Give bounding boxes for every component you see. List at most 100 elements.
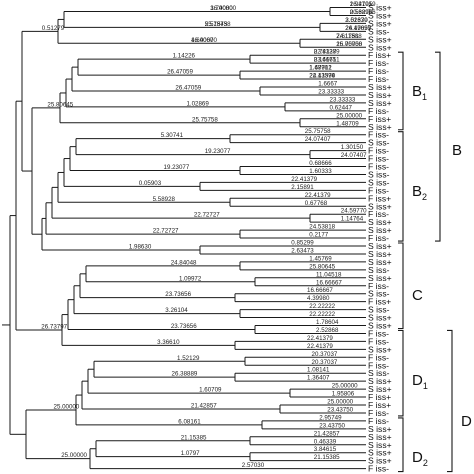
bracket-b [435, 51, 441, 242]
tip-label: F iss+ [368, 193, 391, 203]
tip-label: S iss+ [368, 456, 392, 466]
branch-length-label: 22.72727 [153, 228, 179, 235]
branch-length-label: 1.30150 [341, 144, 364, 151]
branch-length-label: 0.62447 [330, 104, 353, 111]
branch-length-label: 0.51279 [42, 25, 65, 32]
tip-label: S iss+ [368, 98, 392, 108]
branch-length-label: 25.75758 [305, 128, 331, 135]
branch-length-label: 20.68966 [350, 9, 376, 16]
tip-label: F iss- [368, 209, 389, 219]
branch-length-label: 26.38889 [172, 371, 198, 378]
branch-length-label: 24.84048 [171, 259, 197, 266]
branch-length-label: 24.07407 [341, 152, 367, 159]
branch-length-label: 22.41379 [309, 73, 335, 80]
branch-length-label: 1.45769 [309, 255, 332, 262]
branch-length-label: 26.73797 [41, 323, 67, 330]
branch-length-label: 23.73656 [165, 291, 191, 298]
branch-length-label: 23.61751 [314, 57, 340, 64]
tip-label: S iss+ [368, 3, 392, 13]
tip-label: S iss+ [368, 201, 392, 211]
tip-label: F iss+ [368, 50, 391, 60]
branch-length-label: 19.23077 [164, 164, 190, 171]
branch-length-label: 25.00000 [54, 403, 80, 410]
branch-length-label: 26.47059 [175, 84, 201, 91]
tip-label: S iss+ [368, 42, 392, 52]
bracket-d [447, 329, 453, 473]
branch-length-label: 22.41379 [305, 192, 331, 199]
branch-length-label: 11.04518 [316, 271, 342, 278]
tip-label: S iss- [368, 177, 390, 187]
branch-length-label: 2.95749 [319, 414, 342, 421]
branch-length-label: 1.68701 [309, 65, 332, 72]
tip-label: S iss+ [368, 225, 392, 235]
tip-label: S iss+ [368, 448, 392, 458]
branch-length-label: 24.19697 [345, 25, 371, 32]
branch-length-label: 1.14764 [341, 216, 364, 223]
branch-length-label: 1.02869 [186, 100, 209, 107]
branch-length-label: 24.13594 [309, 73, 335, 80]
branch-length-label: 1.78604 [316, 319, 339, 326]
branch-length-label: 4.39980 [307, 295, 330, 302]
branch-length-label: 24.59770 [341, 208, 367, 215]
branch-length-label: 0.85299 [291, 240, 314, 247]
cluster-label-b1: B1 [412, 83, 427, 102]
tip-label: S iss+ [368, 376, 392, 386]
tip-label: S iss- [368, 138, 390, 148]
tip-label: S iss- [368, 26, 390, 36]
cluster-label-d: D [461, 413, 472, 430]
cluster-label-d2: D2 [412, 449, 428, 468]
tip-label: S iss+ [368, 249, 392, 259]
tip-label: F iss- [368, 58, 389, 68]
branch-length-label: 25.00000 [327, 399, 353, 406]
branch-length-label: 2.63473 [291, 247, 314, 254]
branch-length-label: 1.47912 [309, 65, 332, 72]
bracket-b2 [398, 131, 404, 242]
tip-label: S iss- [368, 305, 390, 315]
branch-length-label: 22.22222 [309, 311, 335, 318]
tip-label: S iss+ [368, 440, 392, 450]
tip-label: S iss- [368, 265, 390, 275]
branch-length-label: 3.84615 [314, 446, 337, 453]
branch-length-label: 25.75758 [192, 116, 218, 123]
branch-length-label: 3.74080 [210, 5, 233, 12]
tip-label: F iss- [368, 408, 389, 418]
branch-length-label: 22.41379 [314, 49, 340, 56]
branch-length-label: 16.00000 [191, 37, 217, 44]
branch-length-label: 7.61751 [336, 33, 359, 40]
branch-length-label: 23.43750 [327, 406, 353, 413]
tip-label: S iss- [368, 368, 390, 378]
tip-label: S iss+ [368, 273, 392, 283]
branch-length-label: 21.15385 [181, 434, 207, 441]
branch-length-label: 25.80645 [309, 263, 335, 270]
cluster-brackets [398, 51, 453, 473]
tip-label: S iss+ [368, 432, 392, 442]
tip-label: S iss+ [368, 18, 392, 28]
branch-length-label: 24.07407 [305, 136, 331, 143]
bracket-d2 [398, 417, 404, 473]
branch-length-label: 1.14226 [173, 53, 196, 60]
branch-length-label: 23.33333 [318, 88, 344, 95]
branch-length-label: 25.00000 [61, 452, 87, 459]
tip-label: S iss+ [368, 344, 392, 354]
branch-length-label: 20.37037 [312, 351, 338, 358]
cluster-labels: B1 B B2 C D1 D D2 [412, 83, 472, 468]
branch-length-label: 26.47059 [350, 1, 376, 8]
branch-length-label: 21.42857 [314, 430, 340, 437]
branch-length-label: 24.11888 [336, 33, 362, 40]
branch-length-label: 4.64067 [191, 37, 214, 44]
branch-length-label: 21.15385 [314, 454, 340, 461]
tip-label: S iss+ [368, 424, 392, 434]
branch-length-label: 1.6667 [318, 81, 337, 88]
branch-length-label: 5.51843 [205, 21, 228, 28]
branch-length-label: 26.47059 [167, 69, 193, 76]
branch-length-label: 0.78328 [314, 49, 337, 56]
branch-length-label: 5.30741 [161, 132, 184, 139]
branch-length-label: 19.23077 [205, 148, 231, 155]
branch-length-label: 3.36610 [157, 339, 180, 346]
branch-length-labels: 1.9219120.689663.0233024.1969724.1188825… [41, 1, 376, 469]
branch-length-label: 20.37037 [312, 359, 338, 366]
branch-length-label: 1.60709 [199, 387, 222, 394]
branch-length-label: 24.53818 [309, 224, 335, 231]
branch-length-label: 16.00000 [210, 5, 236, 12]
